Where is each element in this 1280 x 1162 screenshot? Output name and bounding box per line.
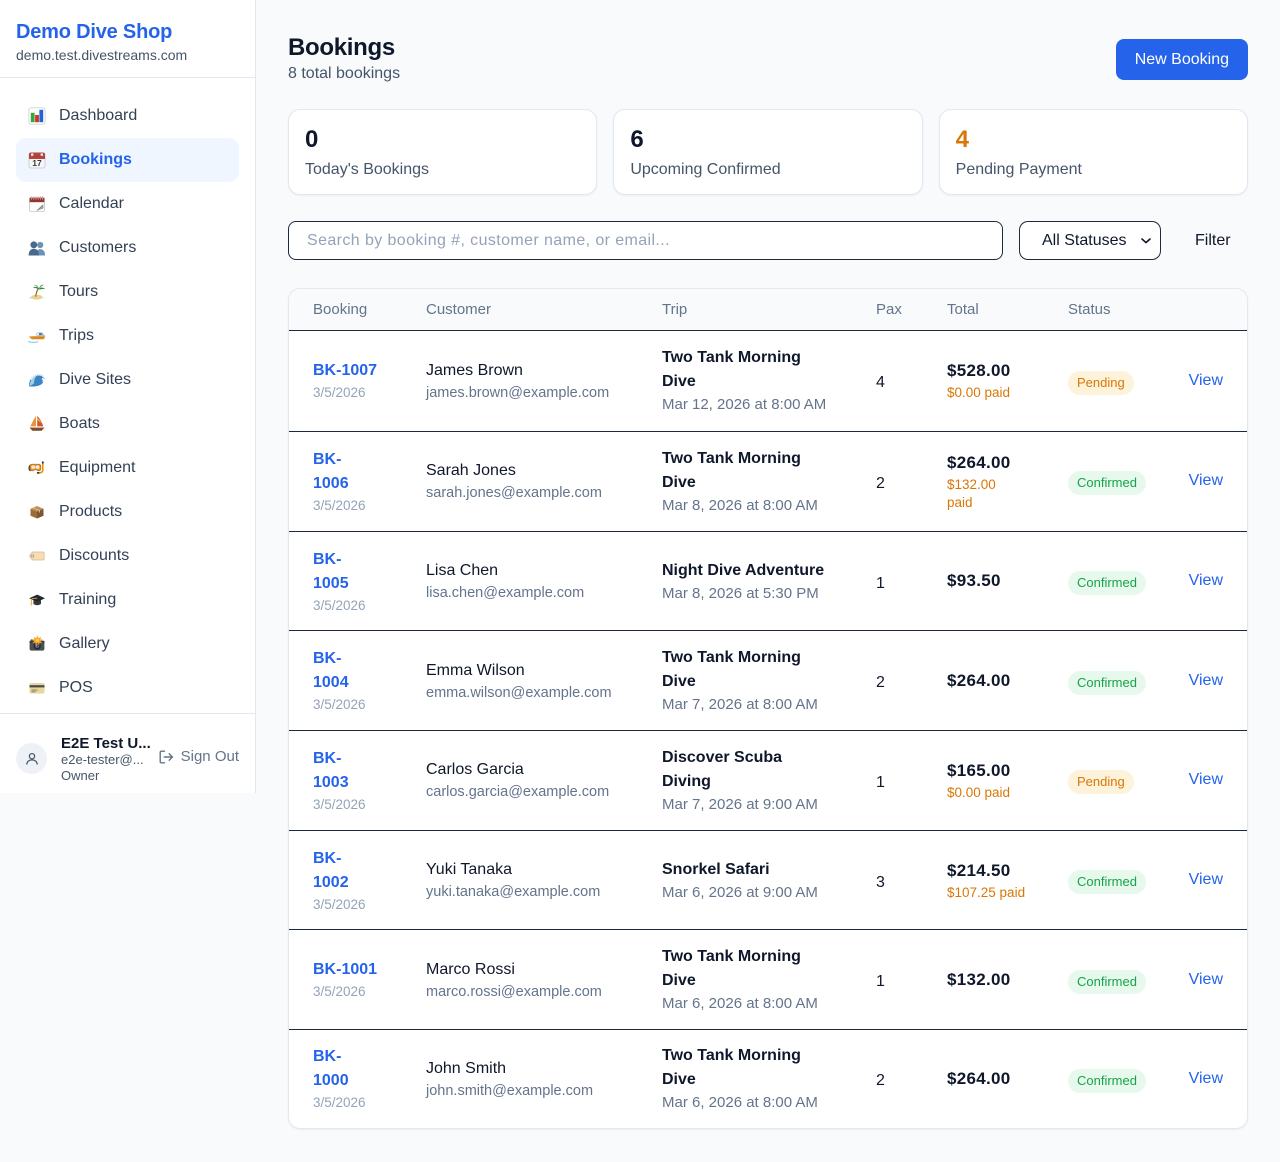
svg-text:17: 17 xyxy=(32,158,42,168)
